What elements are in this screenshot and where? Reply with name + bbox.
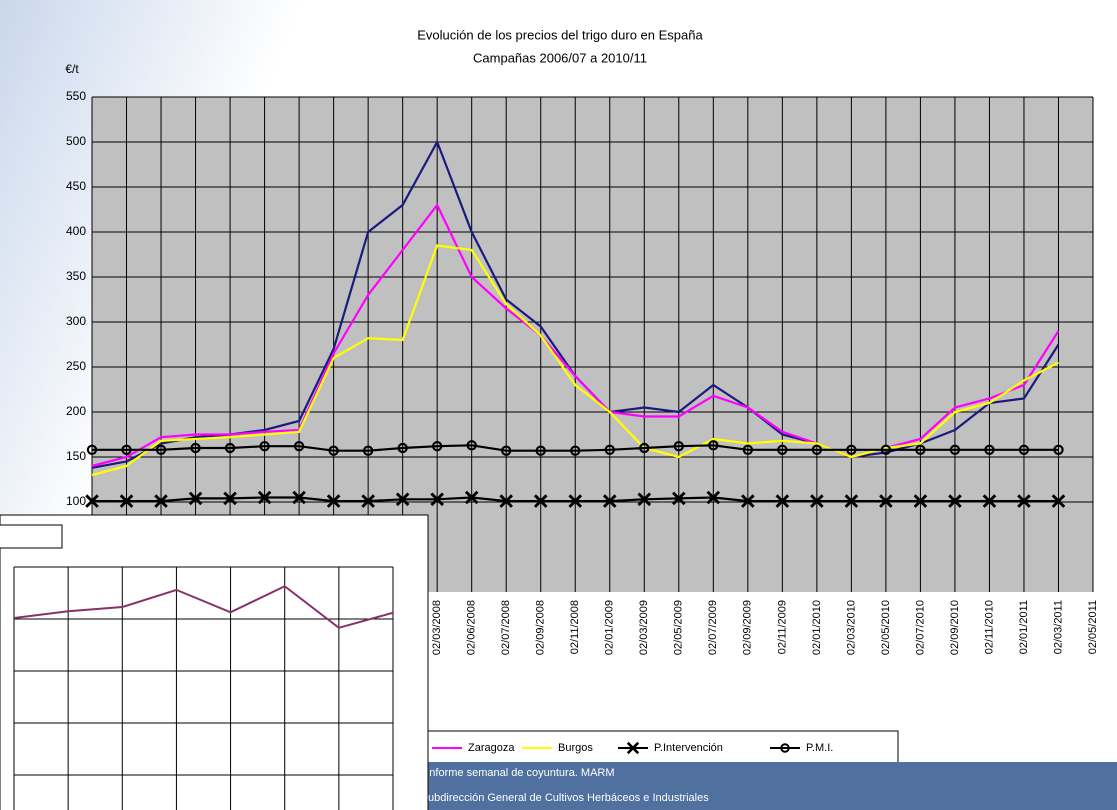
plot-area — [92, 97, 1093, 592]
legend-label: P.M.I. — [806, 742, 833, 754]
y-tick-label: 450 — [66, 179, 86, 193]
y-tick-label: 250 — [66, 359, 86, 373]
x-tick-label: 02/09/2008 — [535, 600, 547, 655]
main-chart: 100 150 200 250 300 350 400 450 500 550 02/03/2008… — [66, 89, 1099, 655]
y-axis-label: €/t — [65, 62, 79, 76]
x-tick-label: 02/03/2009 — [638, 600, 650, 655]
x-tick-label: 02/05/2010 — [880, 600, 892, 655]
legend-label: P.Intervención — [654, 742, 723, 754]
x-tick-label: 02/01/2009 — [604, 600, 616, 655]
footer-band — [410, 762, 1117, 810]
series-line — [13, 585, 394, 629]
chart-title: Evolución de los precios del trigo duro … — [417, 27, 703, 42]
chart-subtitle: Campañas 2006/07 a 2010/11 — [473, 50, 647, 65]
x-tick-label: 02/09/2010 — [949, 600, 961, 655]
x-tick-label: 02/03/2008 — [431, 600, 443, 655]
legend-label: Burgos — [558, 742, 593, 754]
x-tick-label: 02/09/2009 — [742, 600, 754, 655]
x-tick-label: 02/01/2010 — [811, 600, 823, 655]
footer-text: e: Informe semanal de coyuntura. MARM — [414, 767, 615, 779]
y-tick-label: 100 — [66, 494, 86, 508]
x-tick-label: 02/03/2011 — [1052, 600, 1064, 654]
legend-entries: Zaragoza Burgos P.Intervención P.M.I. — [432, 741, 833, 755]
legend — [427, 730, 899, 766]
footer-text: I-Subdirección General de Cultivos Herbá… — [414, 792, 709, 804]
x-tick-label: 02/05/2009 — [673, 600, 685, 655]
series-line — [86, 440, 1064, 456]
x-tick-label: 02/06/2008 — [466, 600, 478, 655]
legend-label: Zaragoza — [468, 742, 515, 754]
overlay-plot: Maíz — [2, 529, 394, 810]
y-tick-label: 500 — [66, 134, 86, 148]
y-tick-label: 150 — [66, 449, 86, 463]
x-tick-label: 02/07/2010 — [914, 600, 926, 655]
y-tick-label: 350 — [66, 269, 86, 283]
x-tick-label: 02/01/2011 — [1018, 600, 1030, 654]
x-tick-label: 02/03/2010 — [845, 600, 857, 655]
overlay-legend — [0, 524, 63, 549]
x-tick-label: 02/11/2009 — [776, 600, 788, 654]
x-tick-label: 02/07/2009 — [707, 600, 719, 655]
x-tick-label: 02/07/2008 — [500, 600, 512, 655]
x-tick-label: 02/11/2010 — [983, 600, 995, 654]
y-tick-label: 300 — [66, 314, 86, 328]
x-tick-label: 02/05/2011 — [1087, 600, 1099, 654]
y-tick-label: 400 — [66, 224, 86, 238]
x-tick-label: 02/11/2008 — [569, 600, 581, 654]
series-line — [85, 490, 1066, 508]
overlay-chart — [0, 514, 429, 810]
y-tick-label: 550 — [66, 89, 86, 103]
y-tick-label: 200 — [66, 404, 86, 418]
